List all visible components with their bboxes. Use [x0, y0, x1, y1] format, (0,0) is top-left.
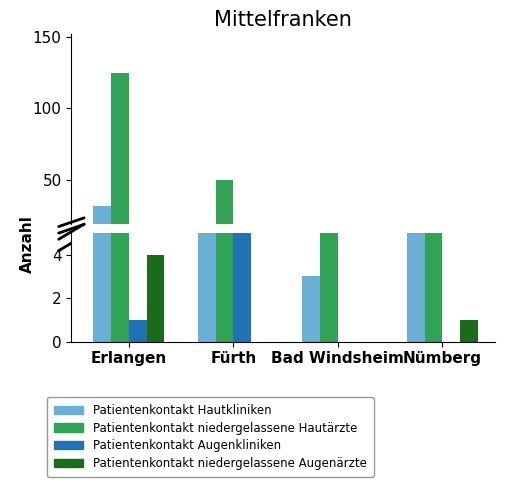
Bar	[302, 247, 320, 251]
Bar	[129, 250, 147, 251]
Bar	[197, 211, 215, 342]
Legend: Patientenkontakt Hautkliniken, Patientenkontakt niedergelassene Hautärzte, Patie: Patientenkontakt Hautkliniken, Patienten…	[47, 397, 373, 477]
Bar	[424, 243, 442, 251]
Bar	[197, 243, 215, 251]
Bar	[233, 211, 250, 342]
Bar	[147, 245, 164, 251]
Bar	[111, 73, 129, 251]
Title: Mittelfranken: Mittelfranken	[214, 10, 351, 30]
Text: Anzahl: Anzahl	[20, 215, 35, 273]
Bar	[215, 0, 233, 342]
Bar	[424, 211, 442, 342]
Bar	[129, 320, 147, 342]
Bar	[320, 211, 337, 342]
Bar	[147, 255, 164, 342]
Bar	[215, 180, 233, 251]
Bar	[111, 0, 129, 342]
Bar	[320, 243, 337, 251]
Bar	[459, 320, 477, 342]
Bar	[93, 0, 111, 342]
Bar	[93, 205, 111, 251]
Bar	[302, 277, 320, 342]
Bar	[406, 211, 424, 342]
Bar	[406, 243, 424, 251]
Bar	[459, 250, 477, 251]
Bar	[233, 243, 250, 251]
